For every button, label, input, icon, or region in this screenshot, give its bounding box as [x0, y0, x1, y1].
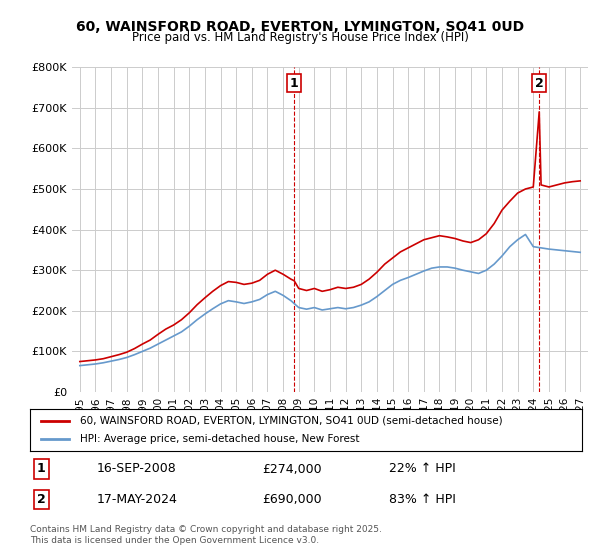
Text: 1: 1	[37, 463, 46, 475]
Text: 2: 2	[37, 493, 46, 506]
Text: 60, WAINSFORD ROAD, EVERTON, LYMINGTON, SO41 0UD (semi-detached house): 60, WAINSFORD ROAD, EVERTON, LYMINGTON, …	[80, 416, 502, 426]
Text: HPI: Average price, semi-detached house, New Forest: HPI: Average price, semi-detached house,…	[80, 434, 359, 444]
Text: 2: 2	[535, 77, 544, 90]
Text: Price paid vs. HM Land Registry's House Price Index (HPI): Price paid vs. HM Land Registry's House …	[131, 31, 469, 44]
Text: £274,000: £274,000	[262, 463, 322, 475]
Text: 83% ↑ HPI: 83% ↑ HPI	[389, 493, 455, 506]
Text: 60, WAINSFORD ROAD, EVERTON, LYMINGTON, SO41 0UD: 60, WAINSFORD ROAD, EVERTON, LYMINGTON, …	[76, 20, 524, 34]
Text: 17-MAY-2024: 17-MAY-2024	[96, 493, 177, 506]
Text: £690,000: £690,000	[262, 493, 322, 506]
Text: 1: 1	[290, 77, 299, 90]
Text: Contains HM Land Registry data © Crown copyright and database right 2025.
This d: Contains HM Land Registry data © Crown c…	[30, 525, 382, 545]
Text: 16-SEP-2008: 16-SEP-2008	[96, 463, 176, 475]
Text: 22% ↑ HPI: 22% ↑ HPI	[389, 463, 455, 475]
